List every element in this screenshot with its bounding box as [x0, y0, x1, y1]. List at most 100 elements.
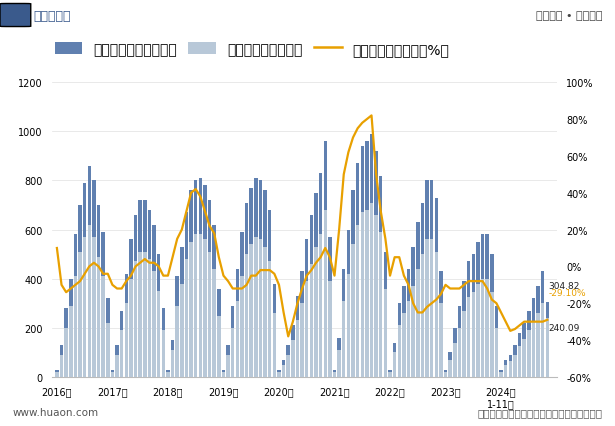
Bar: [116, 345, 119, 377]
Bar: [268, 262, 271, 377]
Bar: [305, 282, 309, 377]
Bar: [277, 372, 280, 377]
Bar: [416, 223, 419, 377]
Bar: [153, 272, 156, 377]
Bar: [300, 303, 304, 377]
Bar: [134, 216, 137, 377]
Bar: [476, 284, 480, 377]
Bar: [305, 240, 309, 377]
Bar: [458, 306, 461, 377]
Bar: [208, 252, 212, 377]
Bar: [92, 237, 96, 377]
Bar: [111, 372, 114, 377]
Bar: [453, 328, 456, 377]
Bar: [333, 370, 336, 377]
Bar: [125, 274, 128, 377]
Bar: [60, 345, 63, 377]
Bar: [421, 203, 424, 377]
Bar: [426, 240, 429, 377]
Bar: [69, 306, 73, 377]
Bar: [134, 262, 137, 377]
Text: 数据来源：国家统计局，华经产业研究院整理: 数据来源：国家统计局，华经产业研究院整理: [478, 407, 603, 417]
Bar: [370, 135, 373, 377]
Bar: [231, 306, 234, 377]
Bar: [379, 176, 383, 377]
Bar: [319, 235, 322, 377]
Bar: [199, 178, 202, 377]
Bar: [171, 350, 174, 377]
Bar: [296, 296, 300, 377]
Bar: [97, 257, 100, 377]
Bar: [236, 301, 239, 377]
Bar: [393, 352, 397, 377]
Bar: [481, 235, 484, 377]
Bar: [472, 293, 475, 377]
Bar: [388, 370, 392, 377]
Bar: [444, 370, 447, 377]
Bar: [277, 370, 280, 377]
Bar: [268, 210, 271, 377]
Bar: [272, 284, 276, 377]
Bar: [199, 235, 202, 377]
Bar: [527, 311, 531, 377]
Bar: [106, 323, 109, 377]
Bar: [467, 297, 470, 377]
Bar: [87, 225, 91, 377]
Bar: [402, 314, 406, 377]
Bar: [171, 340, 174, 377]
Bar: [435, 252, 438, 377]
Bar: [499, 372, 503, 377]
Bar: [65, 328, 68, 377]
Bar: [129, 240, 133, 377]
Bar: [69, 279, 73, 377]
Bar: [157, 291, 161, 377]
Bar: [513, 355, 517, 377]
Bar: [444, 372, 447, 377]
Bar: [226, 355, 230, 377]
Bar: [180, 247, 183, 377]
Bar: [236, 269, 239, 377]
Bar: [97, 205, 100, 377]
Bar: [55, 372, 58, 377]
Bar: [360, 213, 364, 377]
Bar: [74, 276, 77, 377]
Bar: [217, 289, 221, 377]
Bar: [342, 269, 346, 377]
Text: 304.82: 304.82: [549, 281, 580, 290]
Text: 2016-2024年11月黑龙江省房地产投资额及住宅投资额: 2016-2024年11月黑龙江省房地产投资额及住宅投资额: [150, 42, 465, 60]
Bar: [129, 279, 133, 377]
Bar: [462, 311, 466, 377]
Bar: [166, 370, 170, 377]
Bar: [78, 252, 82, 377]
Bar: [309, 264, 313, 377]
Bar: [222, 372, 225, 377]
Bar: [411, 286, 415, 377]
Bar: [157, 255, 161, 377]
Bar: [287, 355, 290, 377]
Bar: [338, 350, 341, 377]
Bar: [411, 247, 415, 377]
Bar: [430, 240, 434, 377]
Bar: [504, 360, 507, 377]
Bar: [485, 235, 489, 377]
Bar: [426, 181, 429, 377]
Bar: [116, 355, 119, 377]
Bar: [467, 262, 470, 377]
Bar: [347, 274, 350, 377]
Bar: [87, 167, 91, 377]
Bar: [55, 370, 58, 377]
Bar: [338, 338, 341, 377]
Bar: [342, 301, 346, 377]
Text: 专业严谨 • 客观科学: 专业严谨 • 客观科学: [536, 11, 603, 21]
Bar: [333, 372, 336, 377]
Bar: [476, 242, 480, 377]
Bar: [74, 235, 77, 377]
Bar: [263, 191, 267, 377]
Bar: [453, 343, 456, 377]
Bar: [541, 272, 544, 377]
Bar: [375, 216, 378, 377]
Bar: [490, 293, 493, 377]
Bar: [189, 191, 193, 377]
Bar: [203, 186, 207, 377]
Bar: [175, 306, 179, 377]
